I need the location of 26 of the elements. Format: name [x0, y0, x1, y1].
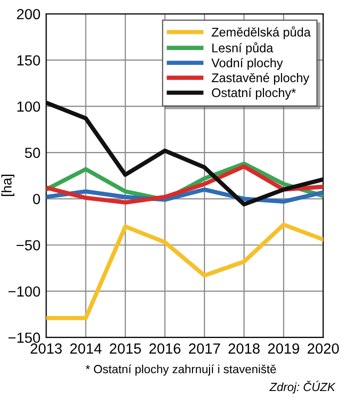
x-tick-label: 2017	[188, 343, 220, 354]
x-tick-label: 2018	[228, 343, 260, 354]
y-tick-label: −100	[8, 286, 40, 297]
line-series	[46, 100, 324, 206]
x-tick-label: 2013	[30, 343, 62, 354]
y-tick-label: 100	[17, 101, 40, 112]
legend-label: Ostatní plochy*	[212, 88, 296, 100]
y-tick-label: −150	[8, 332, 40, 343]
legend-label: Lesní půda	[212, 42, 274, 55]
y-tick-label: 200	[17, 8, 40, 20]
y-tick-label: 150	[17, 55, 40, 66]
y-tick-label: 0	[33, 194, 40, 204]
y-tick-label: 50	[24, 148, 40, 158]
x-tick-label: 2019	[268, 343, 300, 354]
x-tick-label: 2015	[110, 343, 141, 354]
y-tick-label: −50	[16, 240, 40, 250]
text: Zdroj: ČÚZK	[269, 380, 336, 394]
y-axis-title: [ha]	[1, 174, 14, 196]
x-tick-label: 2020	[308, 343, 339, 354]
legend-label: Vodní plochy	[211, 58, 283, 70]
text: * Ostatní plochy zahrnují i staveniště	[86, 364, 276, 376]
legend-label: Zastavěné plochy	[212, 72, 310, 85]
line-series	[46, 222, 324, 320]
legend-label: Zemědělská půda	[212, 26, 311, 40]
x-tick-label: 2016	[149, 343, 180, 354]
x-tick-label: 2014	[70, 343, 102, 354]
